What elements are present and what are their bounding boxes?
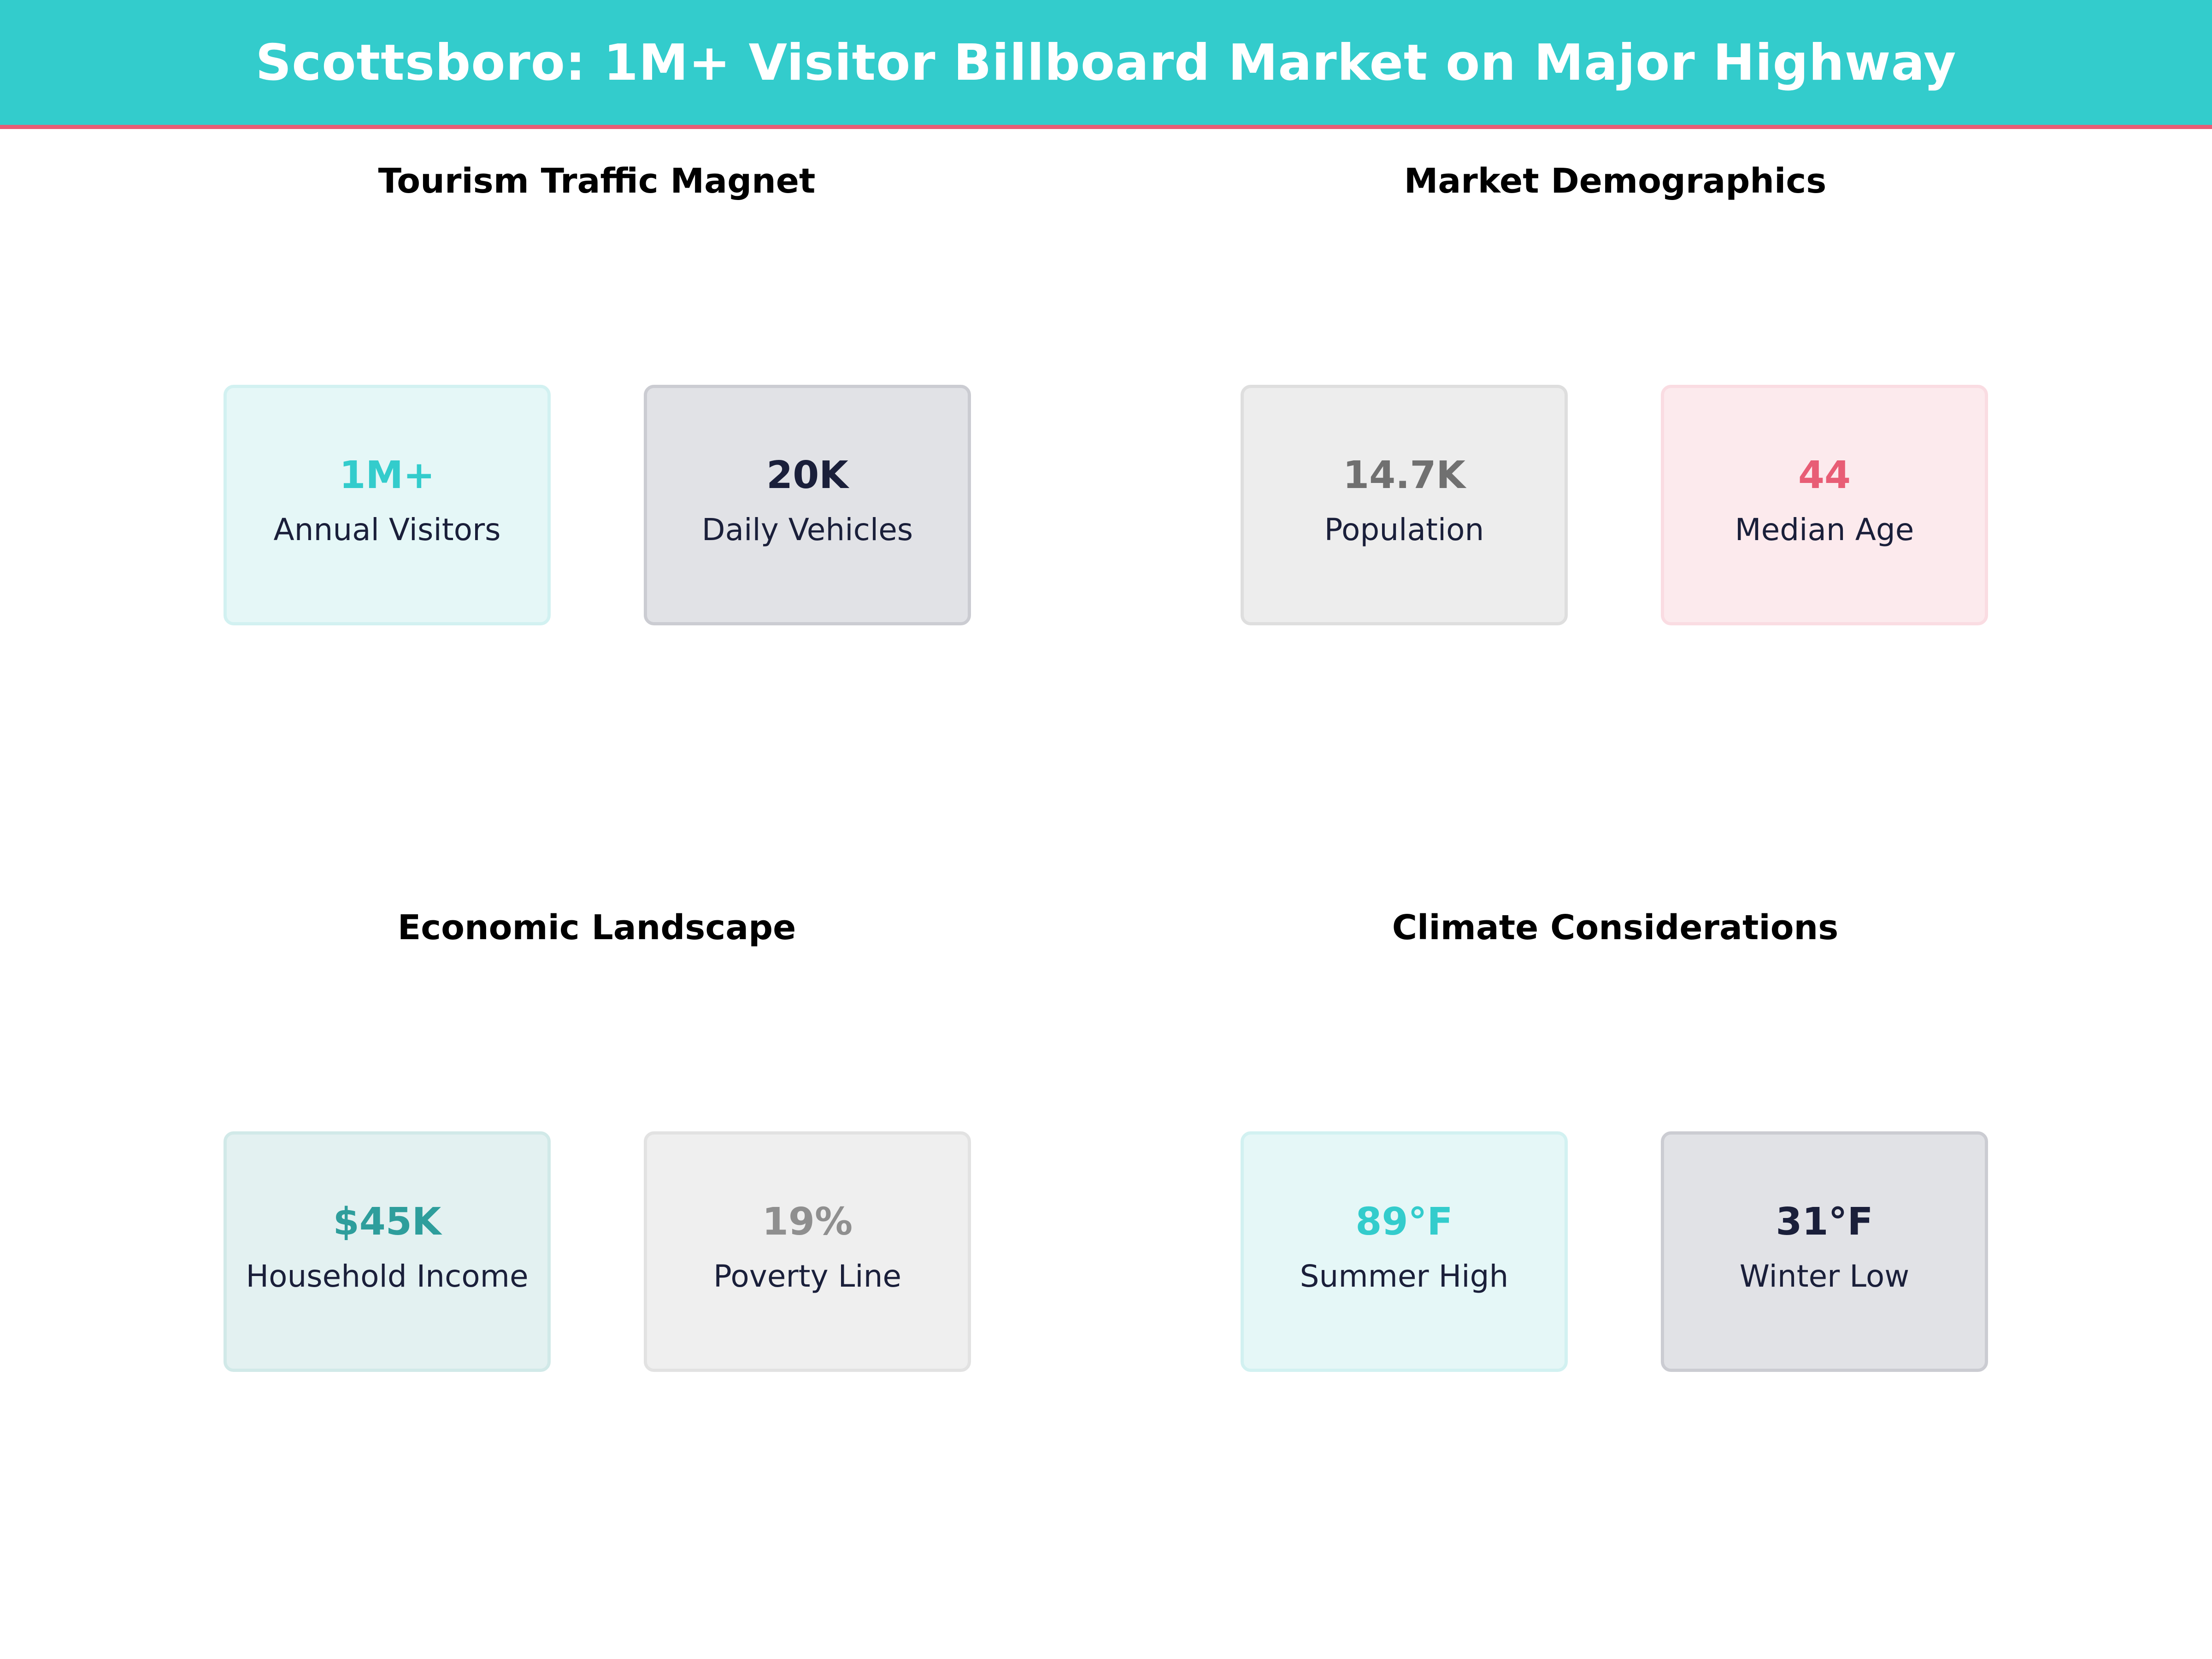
stat-label: Median Age xyxy=(1735,512,1914,547)
stat-label: Poverty Line xyxy=(713,1259,902,1294)
stat-value: 1M+ xyxy=(339,453,435,497)
stat-label: Population xyxy=(1324,512,1484,547)
stat-label: Annual Visitors xyxy=(273,512,501,547)
stat-card-population: 14.7K Population xyxy=(1241,385,1568,625)
stat-value: 89°F xyxy=(1355,1200,1453,1244)
stat-card-summer-high: 89°F Summer High xyxy=(1241,1131,1568,1372)
stat-value: 44 xyxy=(1798,453,1851,497)
stat-label: Winter Low xyxy=(1739,1259,1910,1294)
stat-card-poverty-line: 19% Poverty Line xyxy=(644,1131,971,1372)
section-title-demographics: Market Demographics xyxy=(1404,161,1827,201)
stat-card-winter-low: 31°F Winter Low xyxy=(1661,1131,1988,1372)
stat-value: 19% xyxy=(762,1200,853,1244)
page-title: Scottsboro: 1M+ Visitor Billboard Market… xyxy=(255,34,1957,92)
stat-value: $45K xyxy=(333,1200,441,1244)
stat-card-household-income: $45K Household Income xyxy=(224,1131,551,1372)
stat-value: 14.7K xyxy=(1343,453,1465,497)
section-title-tourism: Tourism Traffic Magnet xyxy=(378,161,816,201)
stat-card-median-age: 44 Median Age xyxy=(1661,385,1988,625)
stat-value: 20K xyxy=(766,453,848,497)
stat-label: Household Income xyxy=(246,1259,529,1294)
stat-label: Summer High xyxy=(1300,1259,1509,1294)
stat-value: 31°F xyxy=(1776,1200,1873,1244)
section-title-climate: Climate Considerations xyxy=(1392,908,1839,947)
stat-card-annual-visitors: 1M+ Annual Visitors xyxy=(224,385,551,625)
section-title-economic: Economic Landscape xyxy=(397,908,796,947)
page-header: Scottsboro: 1M+ Visitor Billboard Market… xyxy=(0,0,2212,129)
stat-label: Daily Vehicles xyxy=(701,512,913,547)
stat-card-daily-vehicles: 20K Daily Vehicles xyxy=(644,385,971,625)
